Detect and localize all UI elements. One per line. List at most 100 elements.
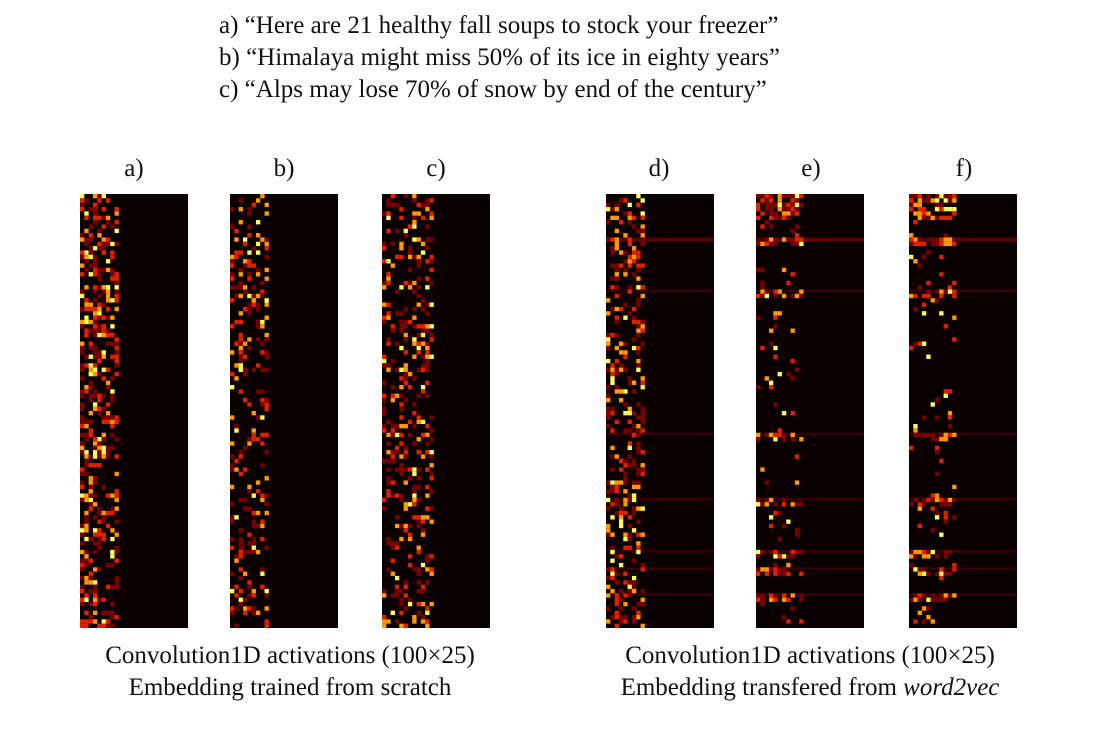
heatmap-cell — [764, 432, 769, 438]
heatmap-cell — [614, 246, 619, 251]
heatmap-cell — [97, 194, 102, 199]
heatmap-cell — [781, 194, 787, 199]
heatmap-cell — [799, 194, 804, 199]
heatmap-cell — [88, 393, 93, 398]
heatmap-cell — [390, 454, 395, 459]
heatmap-cell — [930, 493, 935, 498]
heatmap-cell — [781, 597, 787, 602]
heatmap-cell — [114, 241, 119, 247]
heatmap-cell — [110, 623, 115, 628]
heatmap-cell — [382, 380, 387, 385]
heatmap-cell — [913, 202, 918, 208]
heatmap-cell — [764, 220, 769, 225]
heatmap-cell — [110, 445, 115, 451]
heatmap-cell — [386, 432, 391, 438]
heatmap-cell — [114, 341, 119, 346]
heatmap-cell — [909, 202, 914, 208]
heatmap-cell — [627, 454, 632, 459]
heatmap-cell — [631, 215, 637, 221]
heatmap-cell — [412, 471, 417, 477]
heatmap-cell — [97, 350, 102, 355]
heatmap-cell — [416, 302, 421, 307]
heatmap-cell — [399, 493, 404, 498]
heatmap-cell — [88, 571, 93, 576]
heatmap-cell — [760, 267, 765, 273]
heatmap-cell — [407, 285, 413, 290]
heatmap-cell — [260, 397, 265, 403]
heatmap-cell — [110, 315, 115, 320]
heatmap-cell — [425, 367, 430, 372]
heatmap-cell — [264, 545, 269, 550]
heatmap-cell — [614, 215, 619, 221]
heatmap-cell — [614, 367, 619, 372]
heatmap-cell — [636, 601, 641, 607]
heatmap-cell — [403, 580, 408, 585]
heatmap-cell — [947, 424, 953, 429]
heatmap-cell — [92, 445, 98, 451]
heatmap-cell — [407, 523, 413, 529]
heatmap-cell — [618, 263, 624, 268]
heatmap-cell — [917, 202, 922, 208]
heatmap-cell — [760, 211, 765, 216]
heatmap-cell — [606, 424, 611, 429]
heatmap-cell — [640, 198, 645, 203]
heatmap-cell — [260, 350, 265, 355]
heatmap-cell — [913, 237, 918, 242]
heatmap-cell — [260, 493, 265, 498]
heatmap-cell — [790, 194, 795, 199]
heatmap-cell — [394, 493, 400, 498]
heatmap-cell — [952, 237, 957, 242]
heatmap-cell — [88, 502, 93, 507]
heatmap-cell — [97, 324, 102, 329]
heatmap-cell — [105, 267, 111, 273]
heatmap-cell — [943, 194, 948, 199]
heatmap-cell — [952, 315, 957, 320]
heatmap-cell — [952, 497, 957, 503]
heatmap-cell — [255, 198, 261, 203]
heatmap-cell — [394, 450, 400, 455]
heatmap-cell — [756, 315, 761, 320]
heatmap-cell — [80, 233, 85, 238]
heatmap-cell — [909, 597, 914, 602]
heatmap-band — [909, 567, 1017, 570]
heatmap-cell — [407, 597, 413, 602]
heatmap-cell — [238, 285, 243, 290]
heatmap-cell — [84, 315, 89, 320]
heatmap-cell — [786, 207, 791, 212]
heatmap-cell — [943, 597, 948, 602]
heatmap-cell — [627, 536, 632, 542]
heatmap-cell — [640, 384, 645, 390]
heatmap-cell — [251, 606, 256, 611]
heatmap-cell — [623, 233, 628, 238]
heatmap-cell — [781, 207, 787, 212]
heatmap-cell — [114, 519, 119, 524]
heatmap-cell — [92, 393, 98, 398]
heatmap-cell — [399, 311, 404, 316]
heatmap-cell — [429, 280, 434, 286]
heatmap-cell — [416, 415, 421, 420]
heatmap-cell — [777, 567, 782, 572]
heatmap-cell — [425, 224, 430, 229]
heatmap-cell — [412, 306, 417, 312]
heatmap-cell — [412, 254, 417, 260]
heatmap-cell — [623, 411, 628, 416]
heatmap-cell — [799, 571, 804, 576]
heatmap-cell — [92, 371, 98, 377]
heatmap-cell — [88, 254, 93, 260]
heatmap-cell — [429, 428, 434, 433]
heatmap-cell — [114, 454, 119, 459]
heatmap-cell — [781, 411, 787, 416]
heatmap-cell — [84, 328, 89, 333]
heatmap-cell — [110, 528, 115, 533]
heatmap-cell — [627, 259, 632, 264]
heatmap-cell — [105, 315, 111, 320]
heatmap-cell — [627, 463, 632, 468]
heatmap-cell — [429, 198, 434, 203]
heatmap-cell — [909, 345, 914, 351]
heatmap-cell — [786, 562, 791, 568]
heatmap-cell — [264, 237, 269, 242]
heatmap-cell — [934, 450, 940, 455]
heatmap-cell — [394, 445, 400, 451]
heatmap-cell — [394, 467, 400, 472]
heatmap-cell — [640, 263, 645, 268]
